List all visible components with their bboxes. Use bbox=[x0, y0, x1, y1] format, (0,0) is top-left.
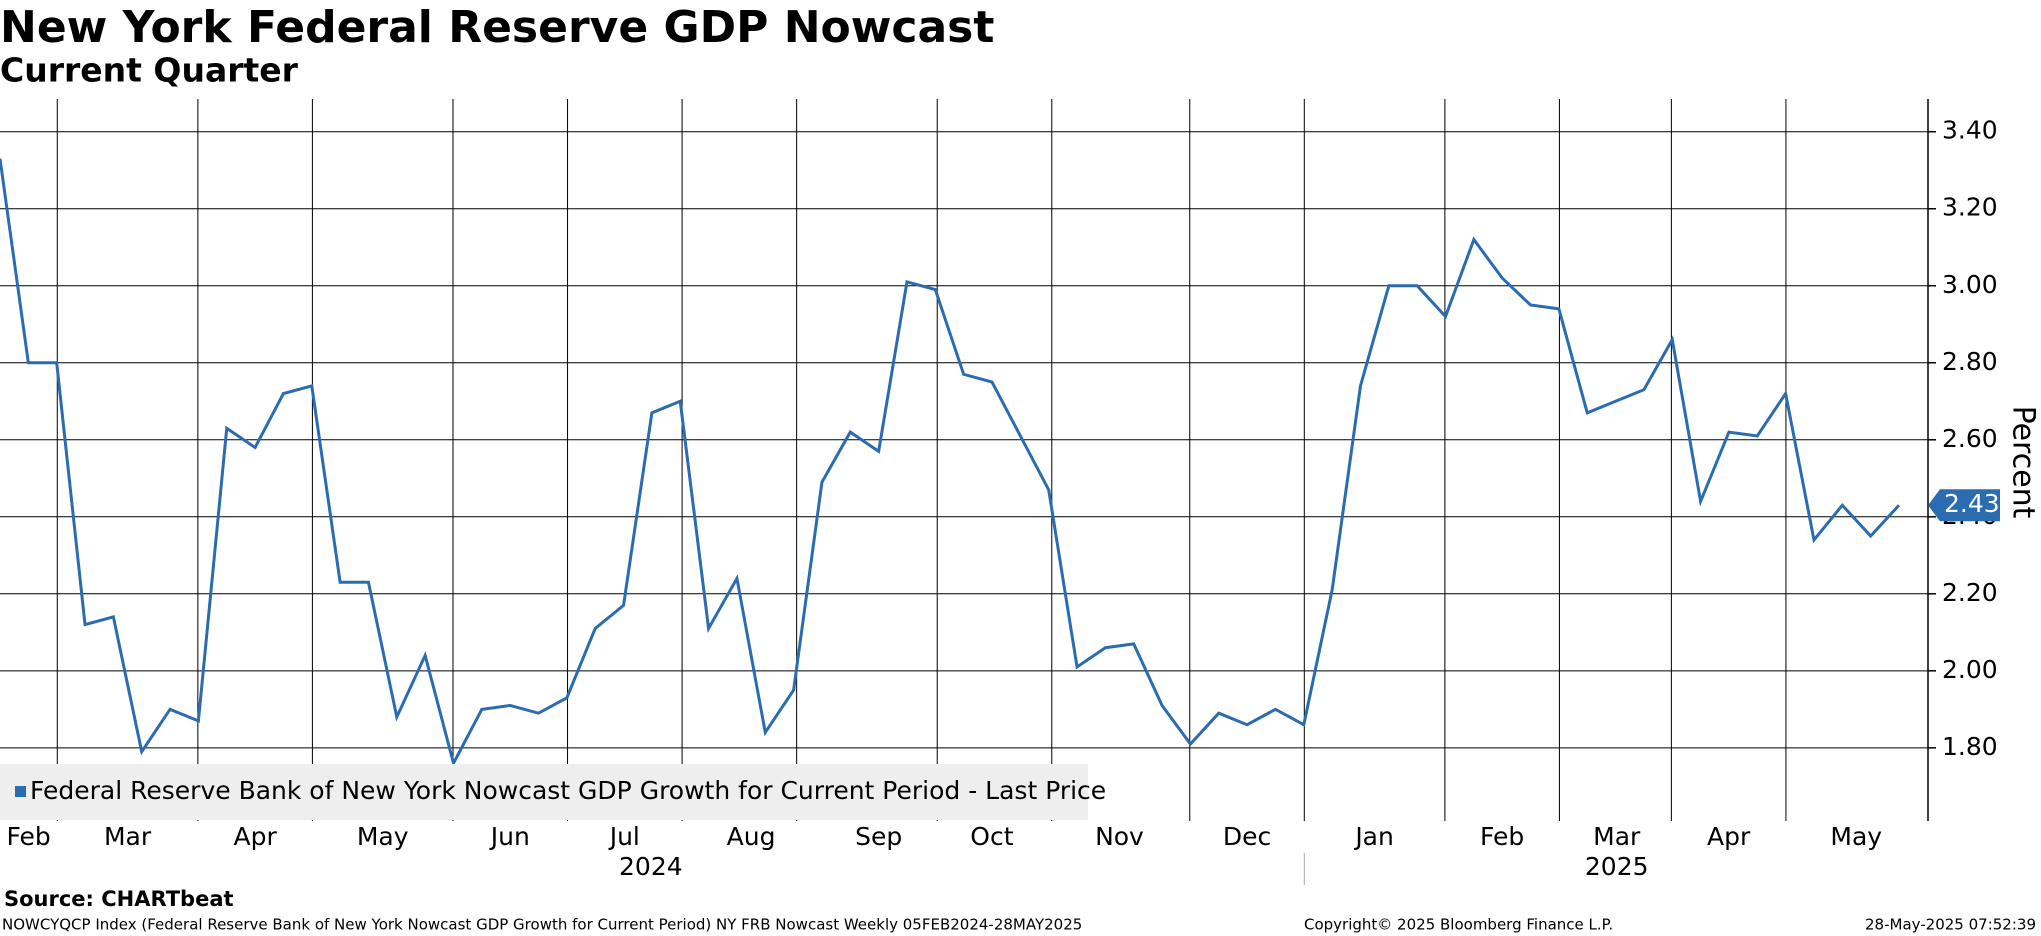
x-tick-label: May bbox=[1830, 822, 1882, 851]
legend-label: Federal Reserve Bank of New York Nowcast… bbox=[30, 776, 1106, 805]
chart-subtitle: Current Quarter bbox=[0, 51, 299, 90]
year-label: 2024 bbox=[619, 852, 683, 881]
chart-title: New York Federal Reserve GDP Nowcast bbox=[0, 2, 994, 53]
timestamp: 28-May-2025 07:52:39 bbox=[1865, 916, 2036, 934]
year-label: 2025 bbox=[1585, 852, 1649, 881]
x-tick-label: Jan bbox=[1353, 822, 1394, 851]
x-tick-label: Mar bbox=[104, 822, 152, 851]
y-tick-label: 3.00 bbox=[1942, 270, 1998, 299]
y-tick-label: 3.20 bbox=[1942, 193, 1998, 222]
last-price-label: 2.43 bbox=[1944, 489, 2000, 518]
y-tick-label: 2.60 bbox=[1942, 424, 1998, 453]
x-tick-label: Dec bbox=[1223, 822, 1271, 851]
y-tick-label: 2.80 bbox=[1942, 347, 1998, 376]
x-tick-label: Sep bbox=[855, 822, 902, 851]
x-tick-label: Aug bbox=[727, 822, 776, 851]
x-tick-label: Nov bbox=[1095, 822, 1144, 851]
x-tick-label: Feb bbox=[1480, 822, 1524, 851]
x-tick-label: Mar bbox=[1593, 822, 1641, 851]
footnote: NOWCYQCP Index (Federal Reserve Bank of … bbox=[2, 916, 1082, 934]
series-line bbox=[0, 158, 1901, 768]
copyright: Copyright© 2025 Bloomberg Finance L.P. bbox=[1304, 916, 1613, 934]
y-tick-label: 3.40 bbox=[1942, 116, 1998, 145]
x-tick-label: May bbox=[357, 822, 409, 851]
x-tick-label: Apr bbox=[1707, 822, 1751, 851]
x-tick-label: Jun bbox=[489, 822, 530, 851]
y-tick-label: 1.80 bbox=[1942, 732, 1998, 761]
y-axis-label: Percent bbox=[2006, 406, 2041, 519]
legend-box bbox=[0, 764, 1088, 820]
source: Source: CHARTbeat bbox=[4, 887, 234, 911]
legend-marker bbox=[15, 786, 26, 797]
x-tick-label: Apr bbox=[234, 822, 278, 851]
x-tick-label: Feb bbox=[7, 822, 51, 851]
last-price-box bbox=[1928, 489, 2000, 522]
x-tick-label: Oct bbox=[970, 822, 1013, 851]
y-tick-label: 2.20 bbox=[1942, 578, 1998, 607]
y-tick-label: 2.00 bbox=[1942, 655, 1998, 684]
x-tick-label: Jul bbox=[608, 822, 640, 851]
